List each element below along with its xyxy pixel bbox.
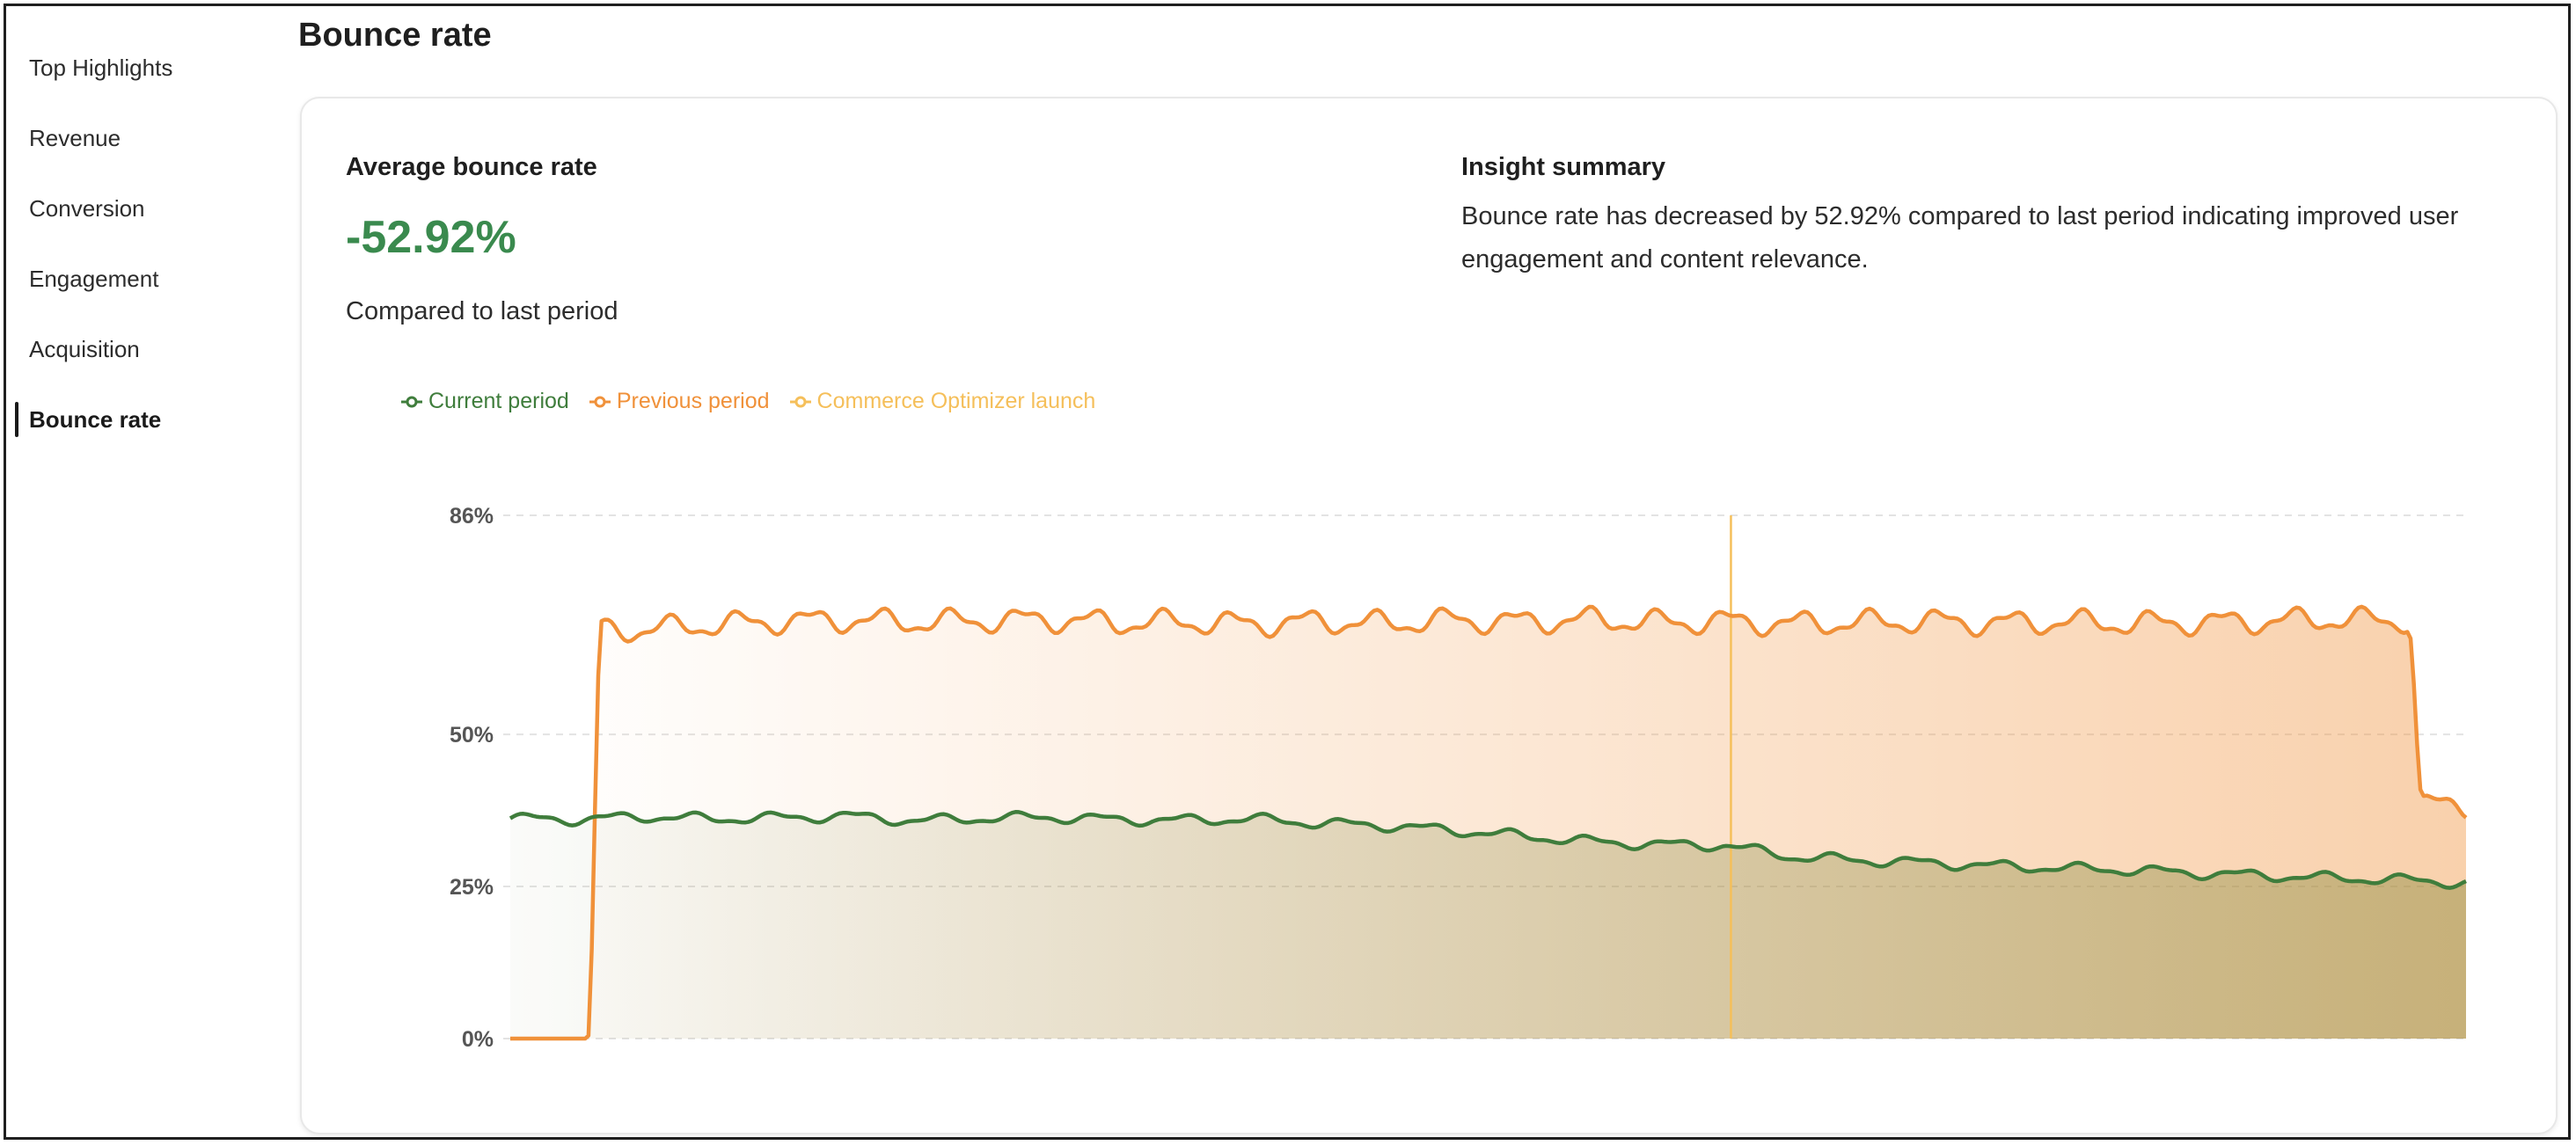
bounce-rate-chart: 0% 25% 50% 86%	[450, 504, 2468, 1052]
metric-label: Average bounce rate	[346, 153, 597, 181]
legend-label-previous-period: Previous period	[616, 389, 770, 413]
insight-text: Bounce rate has decreased by 52.92% comp…	[1461, 202, 2459, 273]
legend-line-dot-icon	[401, 396, 422, 407]
current-period-area	[510, 812, 2466, 1039]
chart-legend: Current period Previous period Commerce …	[400, 389, 1095, 414]
current-period-line[interactable]	[509, 810, 2467, 890]
metric-comparison-text: Compared to last period	[346, 297, 618, 325]
insight-title: Insight summary	[1461, 153, 1666, 181]
legend-label-launch: Commerce Optimizer launch	[816, 389, 1096, 413]
legend-label-current-period: Current period	[428, 389, 569, 413]
sidebar-item-acquisition[interactable]: Acquisition	[29, 336, 140, 362]
sidebar-item-engagement[interactable]: Engagement	[29, 266, 159, 292]
y-tick-label: 50%	[450, 723, 494, 748]
sidebar-item-bounce-rate[interactable]: Bounce rate	[6, 393, 270, 463]
y-tick-label: 0%	[462, 1027, 494, 1052]
legend-item-current-period[interactable]: Current period	[400, 389, 569, 414]
y-tick-label: 86%	[450, 504, 494, 529]
y-tick-label: 25%	[450, 875, 494, 900]
sidebar-item-conversion[interactable]: Conversion	[29, 195, 145, 222]
metric-value: -52.92%	[346, 212, 516, 263]
sidebar-nav: Top Highlights Revenue Conversion Engage…	[6, 41, 270, 463]
bounce-rate-card: Average bounce rate -52.92% Compared to …	[300, 97, 2558, 1134]
y-axis-ticks: 0% 25% 50% 86%	[450, 504, 494, 1052]
legend-item-launch[interactable]: Commerce Optimizer launch	[789, 389, 1096, 414]
legend-line-dot-icon	[789, 396, 811, 407]
page-title: Bounce rate	[298, 17, 492, 54]
legend-line-dot-icon	[589, 396, 611, 407]
legend-item-previous-period[interactable]: Previous period	[589, 389, 770, 414]
sidebar-item-revenue[interactable]: Revenue	[29, 125, 121, 151]
previous-period-line[interactable]	[510, 604, 2468, 1041]
sidebar-item-top-highlights[interactable]: Top Highlights	[29, 55, 173, 81]
app-frame: Top Highlights Revenue Conversion Engage…	[4, 4, 2571, 1140]
